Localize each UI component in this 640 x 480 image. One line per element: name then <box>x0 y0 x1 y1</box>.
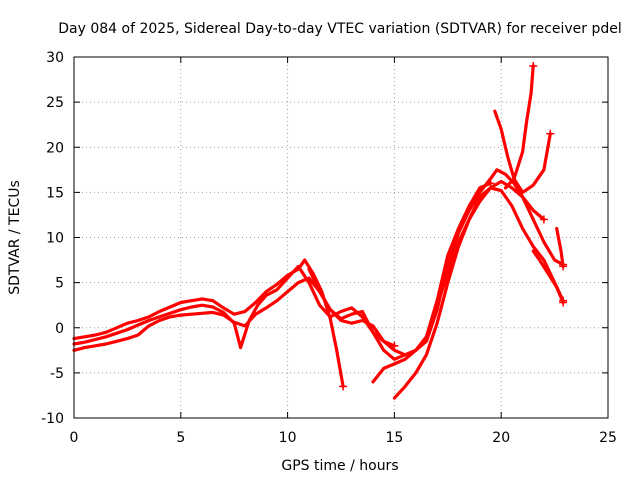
x-tick-label-0: 0 <box>70 430 79 446</box>
y-tick-label-8: 30 <box>46 50 64 66</box>
point-marker-track-10-end <box>559 262 568 271</box>
x-tick-label-2: 10 <box>279 430 297 446</box>
y-tick-label-3: 5 <box>55 276 64 292</box>
y-tick-label-5: 15 <box>46 185 64 201</box>
grid-layer <box>74 57 608 418</box>
series-line-track-10 <box>555 226 565 268</box>
series-line-track-6 <box>392 179 546 400</box>
y-tick-label-2: 0 <box>55 321 64 337</box>
point-marker-track-1-end <box>339 382 348 391</box>
y-tick-label-7: 25 <box>46 95 64 111</box>
x-tick-label-5: 25 <box>599 430 617 446</box>
series-line-track-7 <box>493 109 552 194</box>
y-tick-label-0: -10 <box>41 411 64 427</box>
series-line-track-8 <box>503 64 535 190</box>
point-marker-track-7-end <box>546 129 555 138</box>
x-tick-label-4: 20 <box>492 430 510 446</box>
y-axis-label: SDTVAR / TECUs <box>7 180 23 295</box>
tick-layer: 0 5 10 15 20 25 -10 -5 0 5 10 15 20 25 30 <box>41 50 617 446</box>
y-tick-label-1: -5 <box>50 366 64 382</box>
series-line-track-2 <box>72 264 396 350</box>
point-marker-track-8-end <box>529 62 538 71</box>
series-line-track-1 <box>72 258 345 388</box>
point-marker-track-6-end <box>539 215 548 224</box>
x-axis-label: GPS time / hours <box>281 458 398 474</box>
series-layer <box>72 62 568 400</box>
chart-title: Day 084 of 2025, Sidereal Day-to-day VTE… <box>58 21 622 37</box>
x-tick-label-3: 15 <box>385 430 403 446</box>
y-tick-label-4: 10 <box>46 231 64 247</box>
y-tick-label-6: 20 <box>46 140 64 156</box>
point-marker-track-9-end <box>559 298 568 307</box>
series-line-track-9 <box>531 249 565 305</box>
x-tick-label-1: 5 <box>176 430 185 446</box>
